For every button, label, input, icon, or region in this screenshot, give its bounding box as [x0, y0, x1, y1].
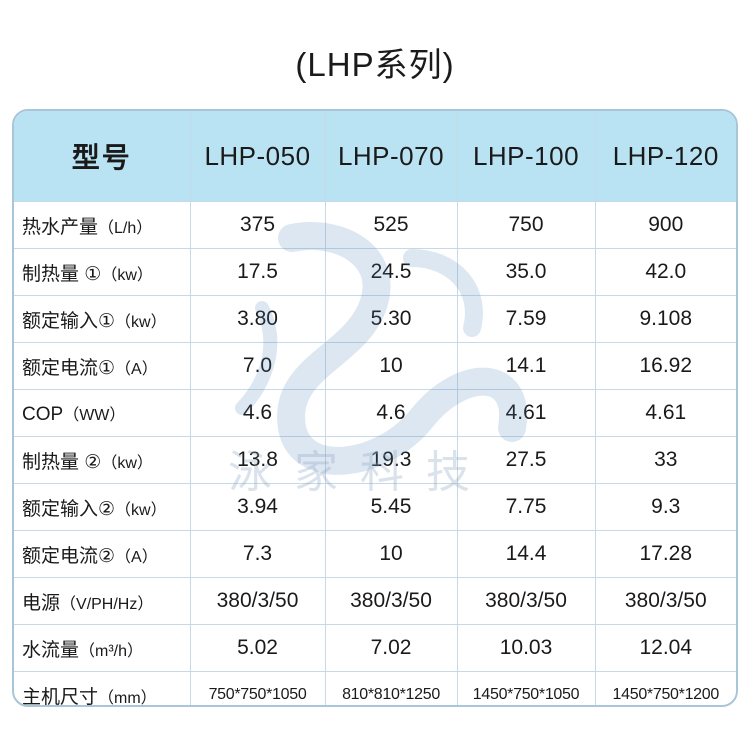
row-label: COP（WW）: [14, 389, 191, 437]
row-label-unit: （A）: [115, 360, 158, 378]
table-cell: 17.28: [595, 530, 736, 578]
table-cell: 7.3: [190, 530, 326, 578]
row-label-name: 主机尺寸: [22, 686, 99, 707]
table-cell: 33: [595, 436, 736, 484]
table-row: 额定电流①（A） 7.0 10 14.1 16.92: [14, 342, 736, 390]
table-row: 热水产量（L/h） 375 525 750 900: [14, 201, 736, 249]
table-cell: 7.59: [457, 295, 596, 343]
row-label: 电源（V/PH/Hz）: [14, 577, 191, 625]
table-cell: 380/3/50: [595, 577, 736, 625]
table-cell: 380/3/50: [457, 577, 596, 625]
table-cell: 12.04: [595, 624, 736, 672]
table-cell: 14.4: [457, 530, 596, 578]
table-cell: 7.02: [325, 624, 458, 672]
table-row: COP（WW） 4.6 4.6 4.61 4.61: [14, 389, 736, 437]
row-label-name: 额定输入①: [22, 310, 116, 332]
row-label: 水流量（m³/h）: [14, 624, 191, 672]
table-cell: 750: [457, 201, 596, 249]
row-label-name: 额定电流①: [22, 357, 116, 379]
row-label-unit: （WW）: [63, 406, 126, 424]
table-row: 水流量（m³/h） 5.02 7.02 10.03 12.04: [14, 624, 736, 672]
page-title: (LHP系列): [295, 46, 455, 83]
table-header-row: 型号 LHP-050 LHP-070 LHP-100 LHP-120: [14, 111, 736, 202]
table-cell: 4.6: [325, 389, 458, 437]
table-cell: 10: [325, 342, 458, 390]
table-cell: 10: [325, 530, 458, 578]
table-cell: 42.0: [595, 248, 736, 296]
row-label-unit: （mm）: [98, 689, 157, 707]
table-cell: 10.03: [457, 624, 596, 672]
table-row: 额定输入①（kw） 3.80 5.30 7.59 9.108: [14, 295, 736, 343]
table-row: 额定输入②（kw） 3.94 5.45 7.75 9.3: [14, 483, 736, 531]
table-cell: 525: [325, 201, 458, 249]
row-label: 制热量 ②（kw）: [14, 436, 191, 484]
row-label-name: COP: [22, 403, 64, 425]
table-cell: 810*810*1250: [325, 671, 458, 705]
row-label: 制热量 ①（kw）: [14, 248, 191, 296]
header-model: LHP-070: [325, 111, 458, 202]
row-label-unit: （A）: [115, 548, 158, 566]
row-label-name: 电源: [22, 592, 61, 614]
table-cell: 1450*750*1050: [457, 671, 596, 705]
row-label-name: 热水产量: [22, 216, 99, 238]
row-label: 额定输入①（kw）: [14, 295, 191, 343]
row-label-name: 额定输入②: [22, 498, 116, 520]
row-label: 主机尺寸（mm）: [14, 671, 191, 707]
table-cell: 3.80: [190, 295, 326, 343]
table-cell: 900: [595, 201, 736, 249]
row-label-name: 制热量 ①: [22, 263, 102, 285]
table-row: 电源（V/PH/Hz） 380/3/50 380/3/50 380/3/50 380/3…: [14, 577, 736, 625]
table-cell: 1450*750*1200: [612, 686, 720, 703]
table-cell: 4.61: [595, 389, 736, 437]
header-model: LHP-100: [457, 111, 596, 202]
row-label: 额定电流②（A）: [14, 530, 191, 578]
table-cell: 13.8: [190, 436, 326, 484]
header-model: LHP-120: [595, 111, 736, 202]
table-cell: 9.3: [595, 483, 736, 531]
row-label: 额定输入②（kw）: [14, 483, 191, 531]
header-model: LHP-050: [190, 111, 326, 202]
table-cell: 7.0: [190, 342, 326, 390]
table-row: 制热量 ①（kw） 17.5 24.5 35.0 42.0: [14, 248, 736, 296]
row-label-name: 制热量 ②: [22, 451, 102, 473]
row-label-unit: （L/h）: [98, 219, 153, 237]
table-cell: 3.94: [190, 483, 326, 531]
table-cell: 16.92: [595, 342, 736, 390]
table-row: 主机尺寸（mm） 750*750*1050 810*810*1250 1450*750…: [14, 671, 736, 707]
row-label-unit: （kw）: [101, 454, 153, 472]
row-label-unit: （kw）: [115, 501, 167, 519]
table-cell: 375: [190, 201, 326, 249]
table-cell: 750*750*1050: [190, 671, 326, 705]
header-model-label: 型号: [14, 111, 191, 202]
table-cell: 5.45: [325, 483, 458, 531]
table-cell: 5.02: [190, 624, 326, 672]
row-label-name: 水流量: [22, 639, 80, 661]
table-cell: 35.0: [457, 248, 596, 296]
table-cell: 24.5: [325, 248, 458, 296]
row-label: 额定电流①（A）: [14, 342, 191, 390]
row-label-unit: （kw）: [115, 313, 167, 331]
table-cell: 380/3/50: [190, 577, 326, 625]
table-cell: 9.108: [595, 295, 736, 343]
table-row: 额定电流②（A） 7.3 10 14.4 17.28: [14, 530, 736, 578]
row-label: 热水产量（L/h）: [14, 201, 191, 249]
table-cell: 380/3/50: [325, 577, 458, 625]
table-cell: 7.75: [457, 483, 596, 531]
table-row: 制热量 ②（kw） 13.8 19.3 27.5 33: [14, 436, 736, 484]
row-label-unit: （kw）: [101, 266, 153, 284]
row-label-unit: （m³/h）: [79, 642, 144, 660]
table-cell: 14.1: [457, 342, 596, 390]
table-cell: 4.6: [190, 389, 326, 437]
table-cell: 5.30: [325, 295, 458, 343]
spec-table-frame: 型号 LHP-050 LHP-070 LHP-100 LHP-120 热水产量（…: [12, 109, 738, 707]
table-cell: 27.5: [457, 436, 596, 484]
table-cell: 17.5: [190, 248, 326, 296]
table-cell: 4.61: [457, 389, 596, 437]
row-label-name: 额定电流②: [22, 545, 116, 567]
table-cell: 19.3: [325, 436, 458, 484]
row-label-unit: （V/PH/Hz）: [60, 595, 154, 613]
spec-table: 型号 LHP-050 LHP-070 LHP-100 LHP-120 热水产量（…: [14, 111, 736, 707]
